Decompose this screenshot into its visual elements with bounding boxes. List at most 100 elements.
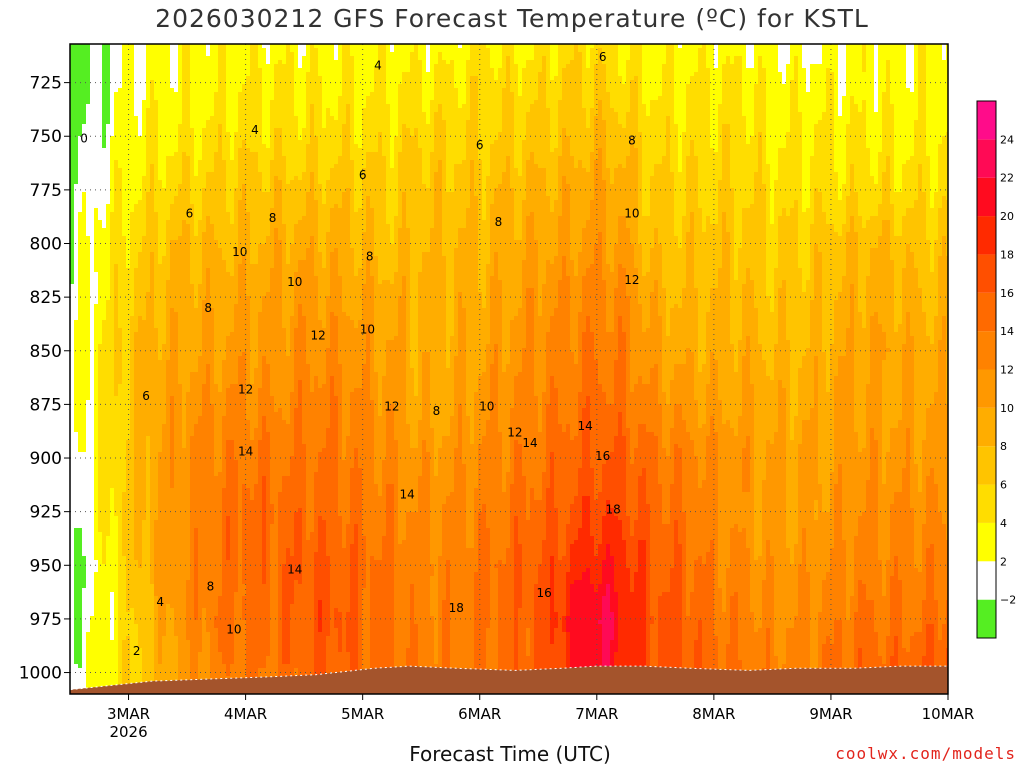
field-cell (70, 284, 75, 289)
field-cell (82, 52, 87, 57)
field-cell (90, 592, 95, 597)
field-cell (98, 140, 103, 145)
field-cell (170, 136, 175, 141)
field-cell (162, 84, 167, 89)
field-cell (118, 624, 123, 629)
field-cell (158, 332, 163, 337)
field-cell (134, 608, 139, 613)
field-cell (78, 644, 83, 649)
field-cell (154, 592, 159, 597)
field-cell (178, 312, 183, 317)
field-cell (82, 252, 87, 257)
field-cell (154, 496, 159, 501)
field-cell (82, 272, 87, 277)
field-cell (106, 64, 111, 69)
field-cell (150, 184, 155, 189)
field-cell (142, 608, 147, 613)
field-cell (70, 180, 75, 185)
field-cell (134, 664, 139, 669)
field-cell (86, 304, 91, 309)
field-cell (142, 292, 147, 297)
field-cell (114, 376, 119, 381)
field-cell (178, 292, 183, 297)
field-cell (78, 420, 83, 425)
field-cell (106, 312, 111, 317)
field-cell (74, 164, 79, 169)
field-cell (78, 464, 83, 469)
field-cell (134, 356, 139, 361)
field-cell (90, 308, 95, 313)
field-cell (146, 268, 151, 273)
field-cell (94, 376, 99, 381)
field-cell (186, 304, 191, 309)
field-cell (174, 208, 179, 213)
field-cell (166, 416, 171, 421)
field-cell (78, 512, 83, 517)
field-cell (174, 128, 179, 133)
field-cell (110, 200, 115, 205)
field-cell (146, 116, 151, 121)
field-cell (170, 532, 175, 537)
field-cell (170, 164, 175, 169)
field-cell (134, 64, 139, 69)
field-cell (182, 384, 187, 389)
field-cell (142, 432, 147, 437)
field-cell (114, 120, 119, 125)
field-cell (126, 344, 131, 349)
field-cell (114, 488, 119, 493)
field-cell (98, 356, 103, 361)
field-cell (102, 648, 107, 653)
field-cell (86, 156, 91, 161)
field-cell (110, 632, 115, 637)
field-cell (142, 456, 147, 461)
field-cell (142, 504, 147, 509)
field-cell (70, 508, 75, 513)
field-cell (74, 532, 79, 537)
field-cell (134, 604, 139, 609)
field-cell (106, 396, 111, 401)
field-cell (122, 48, 127, 53)
field-cell (166, 384, 171, 389)
field-cell (90, 676, 95, 681)
field-cell (70, 680, 75, 685)
field-cell (130, 176, 135, 181)
field-cell (170, 60, 175, 65)
field-cell (78, 592, 83, 597)
field-cell (158, 380, 163, 385)
field-cell (182, 48, 187, 53)
field-cell (150, 288, 155, 293)
field-cell (170, 468, 175, 473)
field-cell (106, 280, 111, 285)
field-cell (106, 496, 111, 501)
field-cell (142, 556, 147, 561)
field-cell (170, 372, 175, 377)
field-cell (126, 280, 131, 285)
field-cell (178, 112, 183, 117)
field-cell (90, 416, 95, 421)
field-cell (130, 388, 135, 393)
field-cell (146, 132, 151, 137)
field-cell (114, 600, 119, 605)
field-cell (178, 416, 183, 421)
field-cell (70, 396, 75, 401)
field-cell (118, 232, 123, 237)
field-cell (126, 224, 131, 229)
field-cell (90, 132, 95, 137)
field-cell (178, 636, 183, 641)
field-cell (162, 188, 167, 193)
field-cell (174, 428, 179, 433)
field-cell (158, 468, 163, 473)
field-cell (162, 540, 167, 545)
field-cell (86, 408, 91, 413)
field-cell (170, 564, 175, 569)
field-cell (174, 84, 179, 89)
field-cell (74, 368, 79, 373)
field-cell (186, 148, 191, 153)
field-cell (78, 620, 83, 625)
field-cell (162, 220, 167, 225)
field-cell (98, 180, 103, 185)
field-cell (174, 304, 179, 309)
field-cell (118, 296, 123, 301)
field-cell (94, 340, 99, 345)
field-cell (182, 252, 187, 257)
